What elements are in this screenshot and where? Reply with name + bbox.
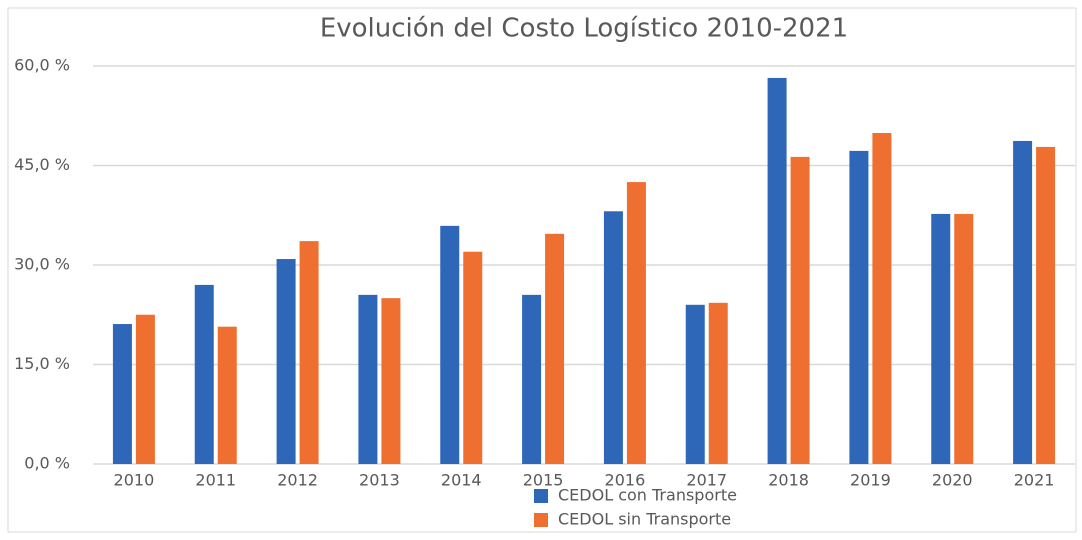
x-tick-label: 2019 — [850, 471, 891, 490]
bar — [626, 182, 646, 465]
bar — [440, 225, 460, 464]
x-tick-label: 2017 — [686, 471, 727, 490]
x-tick-label: 2018 — [768, 471, 809, 490]
bar — [358, 294, 378, 464]
bar — [545, 233, 565, 464]
bar — [603, 211, 623, 464]
x-tick-label: 2010 — [114, 471, 155, 490]
y-tick-label: 60,0 % — [14, 56, 70, 75]
x-tick-label: 2015 — [523, 471, 564, 490]
bar — [522, 294, 542, 464]
legend-swatch — [534, 489, 548, 503]
bar — [849, 150, 869, 464]
legend-label: CEDOL sin Transporte — [558, 510, 731, 529]
bar — [194, 284, 214, 464]
bar — [135, 314, 155, 464]
y-tick-label: 0,0 % — [24, 454, 70, 473]
x-tick-label: 2011 — [195, 471, 236, 490]
y-tick-label: 45,0 % — [14, 155, 70, 174]
bar — [685, 304, 705, 464]
x-tick-label: 2016 — [605, 471, 646, 490]
x-tick-label: 2014 — [441, 471, 482, 490]
bar — [299, 241, 319, 464]
x-tick-label: 2012 — [277, 471, 318, 490]
bar — [1013, 140, 1033, 464]
y-tick-label: 30,0 % — [14, 255, 70, 274]
bar — [112, 324, 132, 464]
y-tick-label: 15,0 % — [14, 354, 70, 373]
chart-title: Evolución del Costo Logístico 2010-2021 — [320, 14, 848, 44]
bar — [931, 213, 951, 464]
bar — [1036, 146, 1056, 464]
x-tick-label: 2013 — [359, 471, 400, 490]
bar — [217, 326, 237, 464]
bar — [790, 156, 810, 465]
chart-border — [7, 7, 1077, 533]
bar — [463, 251, 483, 464]
bar — [708, 302, 728, 464]
bar — [276, 259, 296, 464]
bar — [954, 213, 974, 464]
bar — [872, 132, 892, 464]
legend-swatch — [534, 513, 548, 527]
x-tick-label: 2020 — [932, 471, 973, 490]
legend-label: CEDOL con Transporte — [558, 486, 737, 505]
x-tick-label: 2021 — [1014, 471, 1055, 490]
bar — [381, 298, 401, 464]
bar — [767, 77, 787, 464]
